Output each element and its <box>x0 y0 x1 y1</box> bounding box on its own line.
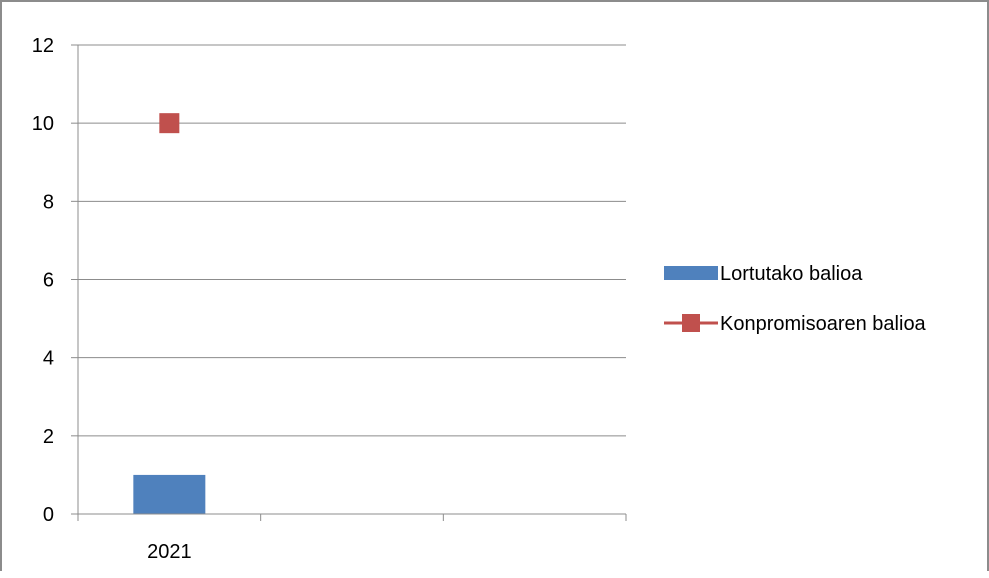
y-tick-label: 12 <box>32 35 54 57</box>
legend-swatch-bar <box>664 266 718 280</box>
bar <box>133 475 205 514</box>
bar-series <box>133 475 205 514</box>
gridlines <box>78 45 626 436</box>
line-point-marker <box>159 113 179 133</box>
legend-label: Lortutako balioa <box>720 263 863 285</box>
legend-swatch-marker <box>682 314 700 332</box>
x-tick-label: 2021 <box>147 541 192 563</box>
y-tick-label: 4 <box>43 348 54 370</box>
x-axis-ticks: 2021 <box>78 514 626 563</box>
y-tick-label: 10 <box>32 113 54 135</box>
y-axis-ticks: 0 2 4 6 8 10 12 <box>32 35 78 526</box>
y-tick-label: 0 <box>43 504 54 526</box>
y-tick-label: 8 <box>43 191 54 213</box>
line-series <box>159 113 179 133</box>
legend: Lortutako balioa Konpromisoaren balioa <box>664 263 927 335</box>
y-tick-label: 2 <box>43 426 54 448</box>
legend-label: Konpromisoaren balioa <box>720 313 927 335</box>
y-tick-label: 6 <box>43 270 54 292</box>
